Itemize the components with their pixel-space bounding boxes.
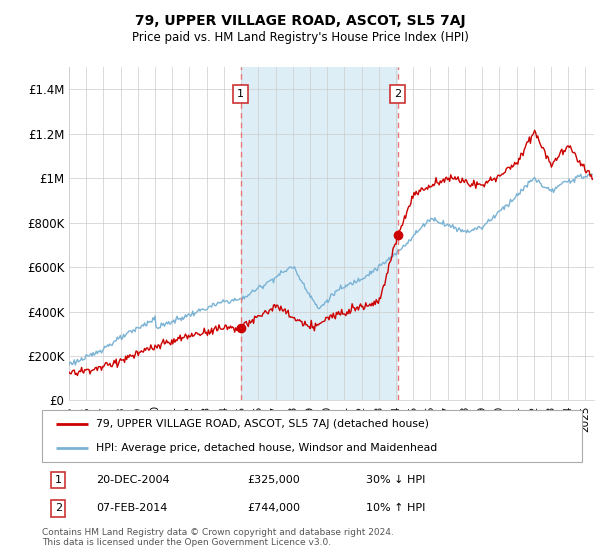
Text: 2: 2	[394, 89, 401, 99]
Text: HPI: Average price, detached house, Windsor and Maidenhead: HPI: Average price, detached house, Wind…	[96, 443, 437, 453]
Text: 07-FEB-2014: 07-FEB-2014	[96, 503, 167, 514]
Text: 30% ↓ HPI: 30% ↓ HPI	[366, 475, 425, 485]
Text: 79, UPPER VILLAGE ROAD, ASCOT, SL5 7AJ: 79, UPPER VILLAGE ROAD, ASCOT, SL5 7AJ	[134, 14, 466, 28]
Text: 79, UPPER VILLAGE ROAD, ASCOT, SL5 7AJ (detached house): 79, UPPER VILLAGE ROAD, ASCOT, SL5 7AJ (…	[96, 419, 429, 430]
Bar	[241, 67, 398, 400]
FancyBboxPatch shape	[42, 410, 582, 462]
Text: Contains HM Land Registry data © Crown copyright and database right 2024.
This d: Contains HM Land Registry data © Crown c…	[42, 528, 394, 547]
Text: £744,000: £744,000	[247, 503, 300, 514]
Text: 1: 1	[237, 89, 244, 99]
Text: 20-DEC-2004: 20-DEC-2004	[96, 475, 170, 485]
Text: 1: 1	[55, 475, 62, 485]
Text: 10% ↑ HPI: 10% ↑ HPI	[366, 503, 425, 514]
Text: 2: 2	[55, 503, 62, 514]
Text: £325,000: £325,000	[247, 475, 300, 485]
Text: Price paid vs. HM Land Registry's House Price Index (HPI): Price paid vs. HM Land Registry's House …	[131, 31, 469, 44]
